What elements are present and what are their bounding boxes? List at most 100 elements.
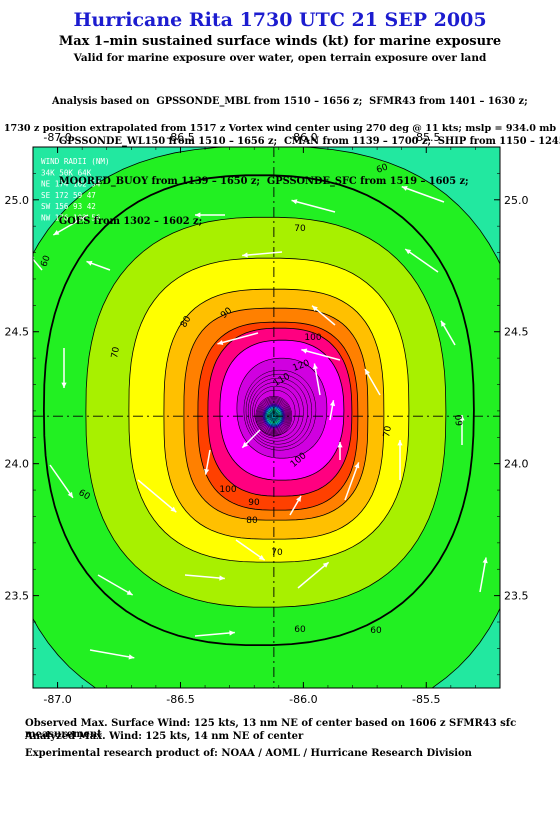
contour-layer	[33, 147, 500, 688]
wind-vector-head	[67, 491, 73, 498]
wind-radii-row: SW 156 93 42	[41, 202, 96, 211]
lon-tick-label-top: -85.5	[412, 131, 440, 144]
lat-tick-label-right: 23.5	[504, 590, 529, 603]
lon-tick-label-bottom: -87.0	[43, 693, 71, 706]
contour-label: 60	[39, 254, 52, 268]
wind-vector	[291, 199, 336, 213]
lat-tick-label-right: 24.5	[504, 326, 529, 339]
wind-radii-row: SE 172 59 47	[41, 191, 96, 200]
contour-label: 70	[110, 346, 122, 359]
lon-tick-label-top: -86.5	[166, 131, 194, 144]
analysis-line: GOES from 1302 – 1602 z;	[52, 216, 203, 228]
lat-tick-label-left: 23.5	[5, 590, 30, 603]
wind-vector	[61, 348, 67, 388]
wind-vector	[204, 449, 211, 475]
inner-contour	[247, 377, 308, 445]
wind-radii-header: WIND RADII (NM)	[41, 157, 110, 166]
wind-vector-shaft	[404, 248, 439, 273]
inner-contour	[243, 369, 317, 451]
lat-tick-label-left: 24.0	[5, 458, 30, 471]
wind-vector-head	[365, 369, 370, 376]
contour-label: 80	[246, 516, 258, 526]
wind-vector-shaft	[89, 649, 135, 659]
wind-vector	[329, 400, 336, 421]
wind-vector-head	[405, 249, 412, 255]
wind-vector-head	[61, 382, 67, 388]
inner-contour	[245, 373, 312, 448]
wind-vector-head	[296, 495, 301, 502]
wind-vector	[404, 248, 439, 273]
wind-vector	[49, 464, 74, 499]
lat-tick-label-left: 24.5	[5, 326, 30, 339]
wind-vector	[440, 320, 456, 346]
wind-vector	[217, 332, 259, 345]
wind-vector-head	[217, 339, 224, 345]
contour-label: 70	[294, 224, 306, 234]
contour-label: 60	[455, 414, 466, 427]
lon-tick-label-top: -87.0	[43, 131, 71, 144]
analysis-line: GPSSONDE_WL150 from 1510 – 1656 z; CMAN …	[52, 136, 560, 148]
wind-vector-head	[258, 554, 265, 561]
wind-radii-table: WIND RADII (NM) 34K 50K 64K NE 174 102 54…	[41, 157, 110, 223]
wind-vector	[241, 429, 261, 449]
analyzed-max-wind: Analyzed Max. Wind: 125 kts, 14 nm NE of…	[25, 731, 304, 742]
wind-vector-head	[204, 468, 210, 475]
wind-vector-head	[459, 415, 465, 421]
wind-vector-head	[229, 630, 235, 636]
wind-vector	[344, 462, 360, 501]
wind-vector-head	[86, 260, 93, 266]
map-frame	[32, 146, 501, 689]
wind-vector-head	[301, 348, 308, 354]
lat-tick-label-left: 25.0	[5, 194, 30, 207]
inner-contour	[250, 381, 304, 442]
wind-vector-shaft	[49, 464, 74, 499]
wind-vector-head	[482, 557, 488, 564]
wind-vector	[337, 442, 343, 460]
map-validity-note: Valid for marine exposure over water, op…	[73, 52, 487, 64]
observed-max-wind: Observed Max. Surface Wind: 125 kts, 13 …	[25, 718, 517, 740]
position-note: 1730 z position extrapolated from 1517 z…	[3, 123, 557, 134]
wind-vector-shaft	[401, 185, 445, 203]
contour-label: 60	[370, 626, 382, 636]
wind-vector-shaft	[52, 214, 89, 236]
wind-vector-head	[354, 462, 360, 469]
contour-label: 100	[219, 485, 236, 495]
analysis-line: Analysis based on GPSSONDE_MBL from 1510…	[52, 95, 528, 107]
wind-vector-shaft	[97, 574, 134, 596]
wind-vector	[311, 305, 336, 326]
wind-vector-head	[242, 252, 248, 258]
wind-vector-head	[195, 212, 201, 218]
analysis-sources: Analysis based on GPSSONDE_MBL from 1510…	[52, 68, 560, 242]
wind-vector	[28, 254, 43, 271]
wind-vector	[297, 561, 330, 589]
contour-label: 90	[248, 498, 260, 508]
wind-vector	[97, 574, 134, 596]
wind-vector	[52, 214, 89, 236]
wind-vector	[242, 251, 283, 258]
lat-tick-label-right: 24.0	[504, 458, 529, 471]
wind-vector	[86, 260, 111, 271]
contour-label: 60	[294, 625, 306, 635]
wind-vector-head	[337, 442, 343, 448]
wind-vector-shaft	[297, 561, 330, 589]
wind-vector-head	[126, 590, 133, 595]
wind-vector	[479, 557, 488, 593]
wind-vector	[89, 649, 135, 660]
wind-vector-head	[242, 442, 248, 448]
wind-vector-head	[291, 199, 298, 205]
wind-vector	[289, 495, 302, 516]
wind-vector-head	[441, 320, 446, 327]
wind-vector-head	[312, 305, 318, 312]
wind-vector-shaft	[184, 574, 225, 580]
wind-vector	[312, 363, 321, 396]
lon-tick-label-bottom: -85.5	[412, 693, 440, 706]
wind-vector-head	[397, 440, 403, 446]
inner-contour	[254, 389, 296, 436]
wind-vector-shaft	[137, 479, 177, 513]
contour-label: 70	[382, 425, 394, 438]
contour-label: 70	[271, 548, 283, 558]
lon-tick-label-bottom: -86.5	[166, 693, 194, 706]
product-credit: Experimental research product of: NOAA /…	[25, 748, 472, 759]
wind-vector	[459, 415, 465, 445]
